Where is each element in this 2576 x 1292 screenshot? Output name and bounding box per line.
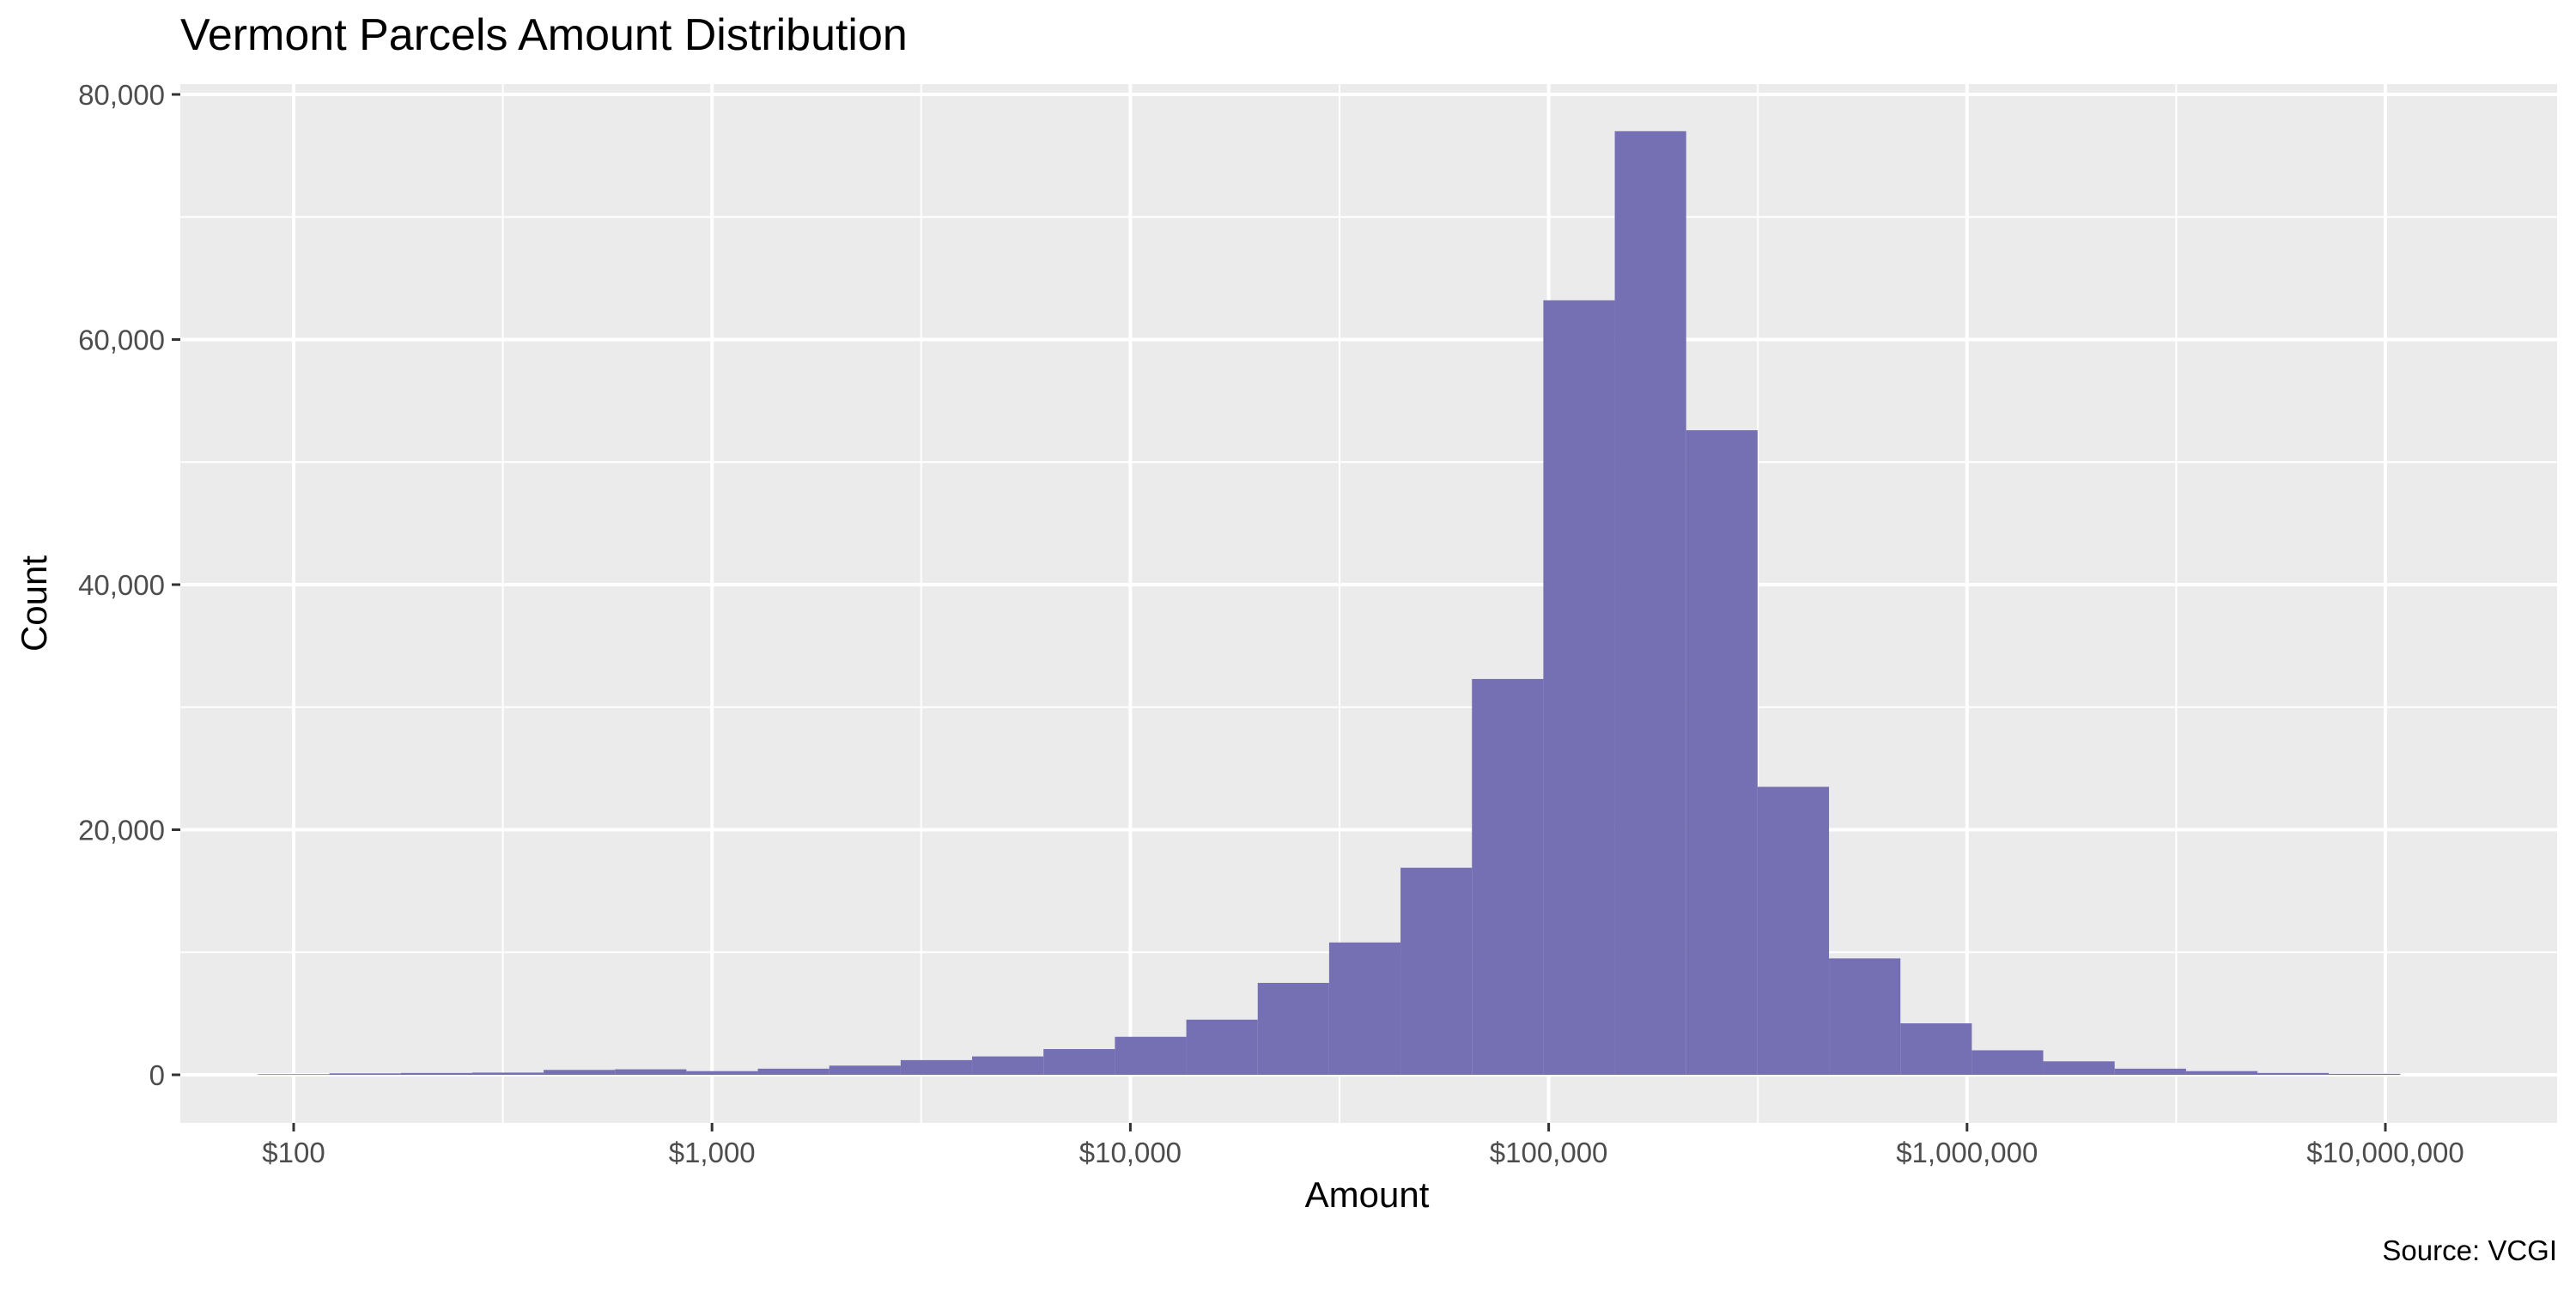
histogram-bar [2329,1073,2401,1075]
histogram-bar [1257,982,1329,1075]
x-axis-title: Amount [1305,1174,1430,1215]
y-tick-label: 80,000 [78,79,165,111]
histogram-bar [258,1074,330,1075]
x-tick-label: $100 [262,1137,325,1168]
histogram-bar [1115,1036,1187,1075]
histogram-bar [1614,130,1686,1076]
y-axis-title: Count [14,555,54,652]
histogram-bar [2114,1068,2186,1075]
histogram-bar [544,1070,616,1075]
histogram-bar [1686,430,1758,1075]
histogram-bar [757,1068,829,1075]
histogram-bar [1900,1023,1972,1075]
x-tick-label: $10,000 [1079,1137,1182,1168]
y-tick-label: 0 [149,1059,165,1091]
histogram-bar [2185,1071,2258,1075]
histogram-bar [2257,1072,2330,1075]
x-tick-label: $1,000 [669,1137,756,1168]
histogram-bar [2043,1061,2115,1075]
histogram-bar [329,1073,401,1075]
histogram-bar [1757,786,1830,1075]
minor-gridlines [180,84,2557,1123]
chart-title: Vermont Parcels Amount Distribution [180,10,908,60]
histogram-bar [1543,300,1615,1075]
x-axis: $100 $1,000 $10,000 $100,000 $1,000,000 $10,0… [262,1123,2464,1168]
histogram-bar [972,1056,1044,1075]
x-tick-label: $100,000 [1490,1137,1608,1168]
y-tick-label: 20,000 [78,815,165,846]
histogram-bar [900,1059,973,1075]
histogram-bars [258,130,2401,1076]
source-caption: Source: VCGI [2382,1234,2557,1266]
histogram-bar [1328,942,1401,1075]
histogram-bar [1186,1019,1258,1075]
histogram-bar [1400,867,1473,1075]
histogram-bar [829,1065,901,1075]
y-tick-label: 60,000 [78,325,165,356]
histogram-bar [471,1072,544,1075]
histogram-bar [1829,958,1901,1075]
x-tick-label: $10,000,000 [2306,1137,2464,1168]
histogram-bar [400,1072,472,1075]
x-tick-label: $1,000,000 [1896,1137,2038,1168]
histogram-bar [615,1069,687,1075]
histogram-bar [1043,1049,1115,1075]
histogram-bar [686,1071,758,1075]
y-axis: 0 20,000 40,000 60,000 80,000 [78,79,180,1091]
y-tick-label: 40,000 [78,569,165,601]
histogram-bar [1472,678,1544,1075]
histogram-bar [1971,1050,2044,1075]
